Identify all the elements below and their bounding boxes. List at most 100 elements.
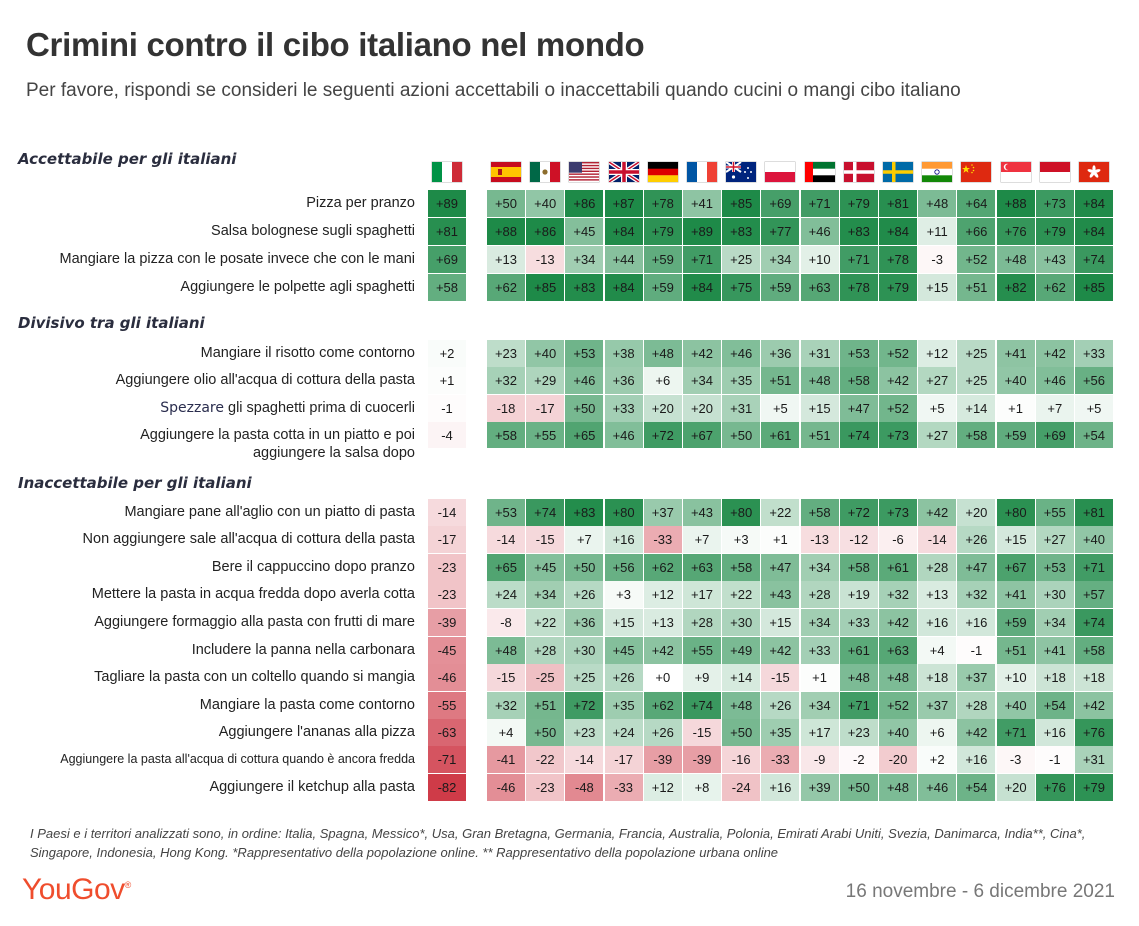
row-label-text: Non aggiungere sale all'acqua di cottura… (82, 531, 415, 547)
heatmap-cell: +76 (1035, 774, 1074, 801)
heatmap-cell: +28 (800, 581, 839, 608)
heatmap-cell: +20 (957, 499, 996, 526)
heatmap-cell: +1 (761, 526, 800, 553)
heatmap-cell: -1 (428, 395, 466, 422)
heatmap-cell: +83 (565, 274, 604, 301)
heatmap-cell: +54 (1075, 422, 1113, 448)
heatmap-cell: +31 (800, 340, 839, 367)
heatmap-cell: +52 (879, 340, 917, 367)
denmark-flag-icon (843, 162, 874, 182)
date-range: 16 novembre - 6 dicembre 2021 (845, 881, 1115, 902)
heatmap-cell: +3 (604, 581, 643, 608)
heatmap-cell: +45 (526, 554, 565, 581)
heatmap-cell: +11 (918, 218, 957, 245)
row-label: Aggiungere formaggio alla pasta con frut… (94, 613, 415, 631)
heatmap-cell: +59 (996, 609, 1035, 636)
heatmap-cell: +34 (565, 246, 604, 273)
heatmap-cell: +33 (604, 395, 643, 422)
heatmap-cell: +84 (879, 218, 917, 245)
heatmap-cell: +35 (722, 367, 761, 394)
row-label-text: Aggiungere le polpette agli spaghetti (180, 279, 415, 295)
india-flag-icon (922, 162, 953, 182)
heatmap-cell: +22 (722, 581, 761, 608)
heatmap-cell: +42 (761, 637, 800, 664)
heatmap-cell: +81 (1075, 499, 1113, 526)
heatmap-cell: +19 (839, 581, 878, 608)
heatmap-cell: +48 (879, 664, 917, 691)
heatmap-cell: -14 (565, 746, 604, 773)
heatmap-cell: +2 (918, 746, 957, 773)
heatmap-cell: +61 (761, 422, 800, 448)
heatmap-cell: +48 (879, 774, 917, 801)
heatmap-cell: +42 (879, 609, 917, 636)
section-title: Divisivo tra gli italiani (18, 314, 205, 332)
heatmap-cell: -9 (800, 746, 839, 773)
heatmap-cell: -23 (428, 581, 466, 608)
heatmap-cell: +40 (1075, 526, 1113, 553)
heatmap-cell: +72 (643, 422, 682, 448)
row-label: Salsa bolognese sugli spaghetti (211, 222, 415, 240)
heatmap-cell: +33 (839, 609, 878, 636)
heatmap-cell: +71 (996, 719, 1035, 746)
heatmap-cell: +84 (1075, 190, 1113, 217)
heatmap-cell: +30 (565, 637, 604, 664)
heatmap-cell: +84 (604, 218, 643, 245)
heatmap-cell: +24 (487, 581, 525, 608)
row-label: Aggiungere il ketchup alla pasta (209, 778, 415, 796)
usa-flag-icon (569, 162, 600, 182)
heatmap-cell: +46 (1035, 367, 1074, 394)
heatmap-cell: +28 (918, 554, 957, 581)
heatmap-cell: +29 (526, 367, 565, 394)
heatmap-cell: +81 (879, 190, 917, 217)
heatmap-cell: +51 (800, 422, 839, 448)
row-label-text: Aggiungere olio all'acqua di cottura del… (115, 372, 415, 388)
heatmap-cell: +51 (996, 637, 1035, 664)
logo-text: YouGov (22, 873, 125, 906)
heatmap-cell: +18 (1035, 664, 1074, 691)
heatmap-cell: +13 (918, 581, 957, 608)
indonesia-flag-icon (1039, 162, 1070, 182)
heatmap-cell: +26 (643, 719, 682, 746)
heatmap-cell: +50 (722, 719, 761, 746)
row-label: Includere la panna nella carbonara (192, 641, 415, 659)
heatmap-cell: -33 (761, 746, 800, 773)
heatmap-cell: +84 (604, 274, 643, 301)
row-label: Pizza per pranzo (306, 194, 415, 212)
heatmap-cell: +14 (957, 395, 996, 422)
heatmap-cell: +6 (643, 367, 682, 394)
heatmap-cell: +42 (1035, 340, 1074, 367)
heatmap-cell: -48 (565, 774, 604, 801)
row-label: Mangiare la pizza con le posate invece c… (60, 250, 415, 268)
heatmap-cell: +27 (918, 422, 957, 448)
heatmap-cell: +40 (879, 719, 917, 746)
germany-flag-icon (647, 162, 678, 182)
heatmap-cell: +4 (487, 719, 525, 746)
heatmap-cell: +52 (879, 692, 917, 719)
heatmap-cell: -16 (722, 746, 761, 773)
heatmap-cell: +48 (918, 190, 957, 217)
heatmap-cell: +41 (996, 581, 1035, 608)
heatmap-cell: +63 (800, 274, 839, 301)
heatmap-cell: +71 (800, 190, 839, 217)
heatmap-cell: +27 (1035, 526, 1074, 553)
row-label: Spezzare gli spaghetti prima di cuocerli (160, 399, 415, 417)
heatmap-cell: +58 (1075, 637, 1113, 664)
heatmap-cell: +62 (1035, 274, 1074, 301)
heatmap-cell: +15 (800, 395, 839, 422)
heatmap-cell: +85 (722, 190, 761, 217)
heatmap-cell: +36 (761, 340, 800, 367)
heatmap-cell: +40 (526, 340, 565, 367)
heatmap-cell: +50 (526, 719, 565, 746)
heatmap-cell: +77 (761, 218, 800, 245)
heatmap-cell: +36 (604, 367, 643, 394)
heatmap-cell: +12 (918, 340, 957, 367)
heatmap-cell: +74 (526, 499, 565, 526)
heatmap-cell: +16 (604, 526, 643, 553)
heatmap-cell: +16 (957, 746, 996, 773)
heatmap-cell: +59 (761, 274, 800, 301)
heatmap-cell: +41 (683, 190, 721, 217)
heatmap-cell: +34 (683, 367, 721, 394)
heatmap-cell: +48 (643, 340, 682, 367)
heatmap-cell: -3 (918, 246, 957, 273)
hong-kong-flag-icon (1079, 162, 1109, 182)
